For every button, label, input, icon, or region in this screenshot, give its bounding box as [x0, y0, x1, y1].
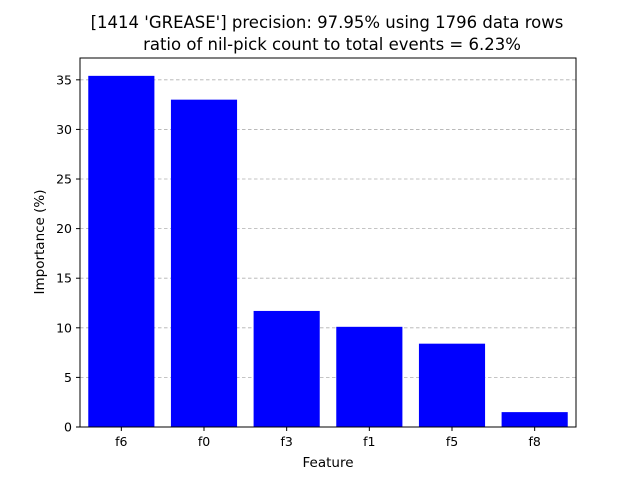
x-tick-label: f0 [198, 434, 210, 449]
x-tick-label: f3 [280, 434, 292, 449]
x-tick-label: f1 [363, 434, 375, 449]
y-tick-label: 5 [64, 370, 72, 385]
x-axis-ticks: f6 f0 f3 f1 f5 f8 [115, 427, 541, 449]
y-axis-ticks: 0 5 10 15 20 25 30 35 [56, 72, 80, 435]
y-axis-label: Importance (%) [32, 189, 48, 294]
x-tick-label: f6 [115, 434, 127, 449]
x-axis-label: Feature [302, 455, 353, 471]
bar-f1 [336, 326, 403, 427]
y-tick-label: 35 [56, 72, 72, 87]
y-tick-label: 10 [56, 320, 72, 335]
bar-f3 [253, 310, 320, 427]
y-tick-label: 20 [56, 221, 72, 236]
chart-title-line-2: ratio of nil-pick count to total events … [143, 35, 521, 54]
x-tick-label: f5 [446, 434, 458, 449]
bar-f8 [501, 412, 568, 427]
bar-f0 [170, 99, 238, 428]
x-tick-label: f8 [528, 434, 540, 449]
plot-frame [79, 57, 577, 428]
bar-f5 [418, 343, 486, 427]
bar-f6 [88, 75, 155, 428]
y-tick-label: 0 [64, 420, 72, 435]
y-tick-label: 30 [56, 122, 72, 137]
chart-title-line-1: [1414 'GREASE'] precision: 97.95% using … [91, 13, 564, 32]
y-tick-label: 25 [56, 172, 72, 187]
bars [88, 75, 568, 428]
y-tick-label: 15 [56, 271, 72, 286]
